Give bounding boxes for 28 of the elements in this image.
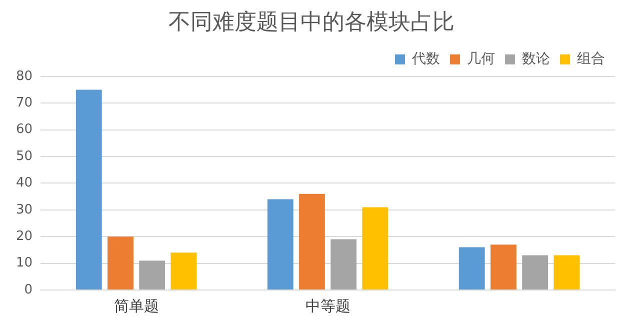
bar: [522, 255, 548, 290]
legend-label: 几何: [467, 51, 495, 68]
legend-label: 代数: [411, 51, 440, 68]
bar: [108, 236, 134, 290]
bar: [458, 247, 485, 290]
y-tick-label: 40: [16, 176, 33, 191]
legend-label: 数论: [522, 51, 550, 68]
bar: [490, 244, 516, 290]
chart-title: 不同难度题目中的各模块占比: [168, 10, 454, 35]
x-tick-label: 简单题: [114, 296, 159, 315]
legend-label: 组合: [577, 51, 605, 68]
bar: [267, 199, 294, 290]
y-tick-label: 80: [16, 68, 33, 84]
y-tick-label: 30: [16, 202, 33, 218]
y-tick-label: 60: [16, 122, 33, 138]
y-tick-label: 10: [16, 256, 33, 271]
bar: [139, 260, 166, 290]
bar: [76, 90, 102, 290]
bar: [170, 252, 197, 290]
y-tick-label: 50: [16, 148, 33, 164]
bar: [554, 255, 580, 290]
bar: [330, 239, 357, 290]
x-tick-label: 中等题: [305, 296, 350, 315]
bar: [299, 194, 325, 290]
bar: [362, 207, 388, 290]
y-tick-label: 0: [24, 282, 33, 298]
y-tick-label: 20: [16, 228, 33, 244]
y-tick-label: 70: [16, 95, 33, 110]
